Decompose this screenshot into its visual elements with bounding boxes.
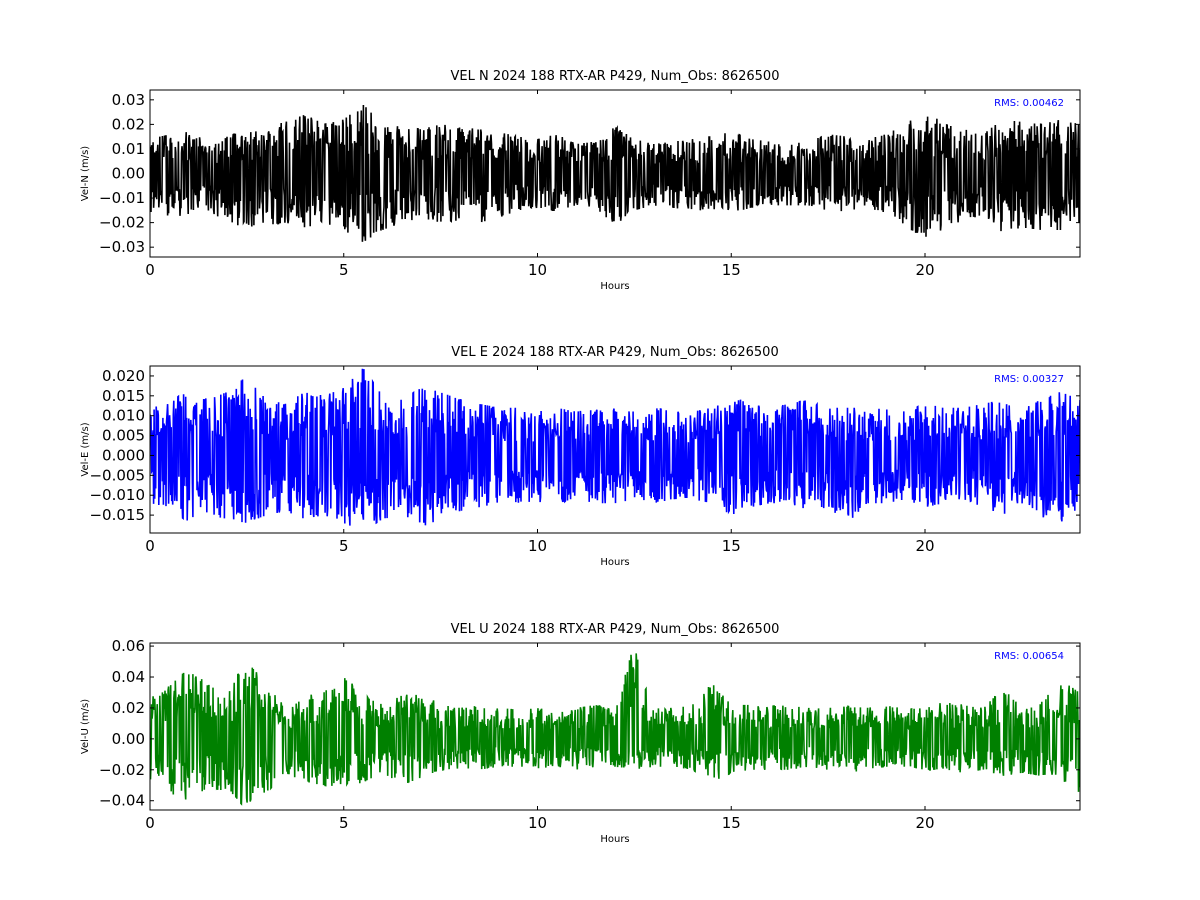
- subplot-2: VEL E 2024 188 RTX-AR P429, Num_Obs: 862…: [80, 345, 1081, 568]
- x-tick-label: 20: [915, 261, 934, 279]
- y-tick-label: 0.02: [112, 699, 145, 717]
- series-line: [150, 104, 1080, 242]
- x-tick-label: 15: [722, 261, 741, 279]
- x-axis-label: Hours: [600, 281, 629, 292]
- y-axis-label: Vel-N (m/s): [80, 146, 91, 201]
- series-line: [150, 653, 1080, 806]
- x-axis-label: Hours: [600, 557, 629, 568]
- y-tick-label: 0.015: [102, 387, 145, 405]
- y-tick-label: 0.010: [102, 407, 145, 425]
- axes-frame: [149, 365, 1081, 534]
- y-tick-label: 0.03: [112, 91, 145, 109]
- y-tick-label: 0.04: [112, 668, 145, 686]
- y-tick-label: 0.06: [112, 637, 145, 655]
- x-tick-label: 15: [722, 814, 741, 832]
- x-tick-label: 20: [915, 537, 934, 555]
- series-line: [150, 368, 1080, 526]
- rms-annotation: RMS: 0.00462: [994, 98, 1064, 109]
- x-tick-label: 10: [528, 814, 547, 832]
- y-tick-label: −0.03: [99, 238, 145, 256]
- subplot-1: VEL N 2024 188 RTX-AR P429, Num_Obs: 862…: [80, 69, 1081, 292]
- y-tick-label: −0.015: [89, 506, 145, 524]
- y-tick-label: 0.00: [112, 730, 145, 748]
- chart-title: VEL N 2024 188 RTX-AR P429, Num_Obs: 862…: [451, 69, 780, 84]
- x-tick-label: 5: [339, 261, 349, 279]
- y-tick-label: −0.02: [99, 761, 145, 779]
- x-axis-label: Hours: [600, 834, 629, 845]
- y-tick-label: −0.005: [89, 466, 145, 484]
- x-tick-label: 0: [145, 261, 155, 279]
- y-tick-label: −0.02: [99, 214, 145, 232]
- x-tick-label: 10: [528, 261, 547, 279]
- y-tick-label: −0.010: [89, 486, 145, 504]
- y-tick-label: 0.020: [102, 367, 145, 385]
- y-axis-label: Vel-E (m/s): [80, 422, 91, 476]
- x-tick-label: 15: [722, 537, 741, 555]
- x-tick-label: 5: [339, 537, 349, 555]
- y-tick-label: 0.005: [102, 427, 145, 445]
- y-tick-label: 0.00: [112, 165, 145, 183]
- y-tick-label: −0.01: [99, 189, 145, 207]
- rms-annotation: RMS: 0.00327: [994, 374, 1064, 385]
- y-tick-label: 0.000: [102, 446, 145, 464]
- subplot-3: VEL U 2024 188 RTX-AR P429, Num_Obs: 862…: [80, 622, 1081, 845]
- rms-annotation: RMS: 0.00654: [994, 651, 1064, 662]
- y-tick-label: −0.04: [99, 792, 145, 810]
- x-tick-label: 0: [145, 537, 155, 555]
- x-tick-label: 20: [915, 814, 934, 832]
- y-tick-label: 0.01: [112, 140, 145, 158]
- chart-title: VEL U 2024 188 RTX-AR P429, Num_Obs: 862…: [451, 622, 780, 637]
- x-tick-label: 0: [145, 814, 155, 832]
- chart-title: VEL E 2024 188 RTX-AR P429, Num_Obs: 862…: [451, 345, 778, 360]
- x-tick-label: 10: [528, 537, 547, 555]
- y-tick-label: 0.02: [112, 115, 145, 133]
- x-tick-label: 5: [339, 814, 349, 832]
- axes-frame: [149, 642, 1081, 811]
- y-axis-label: Vel-U (m/s): [80, 699, 91, 754]
